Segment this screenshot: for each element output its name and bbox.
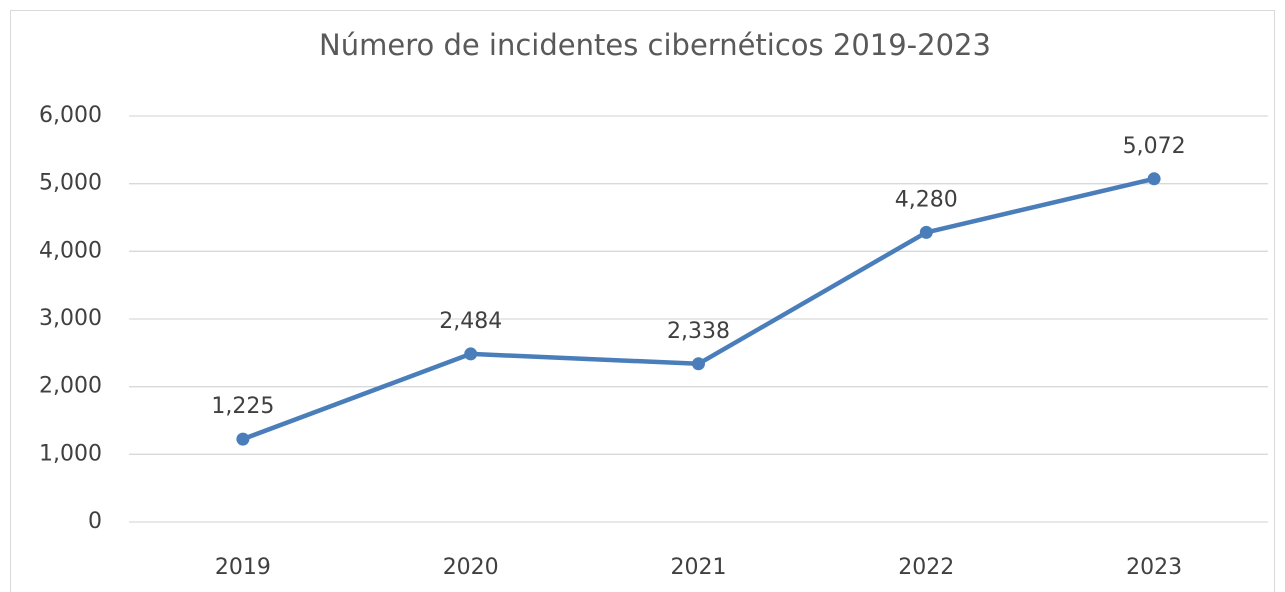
data-label: 5,072 (1123, 134, 1186, 159)
chart-title: Número de incidentes cibernéticos 2019-2… (319, 28, 991, 62)
y-tick-label: 2,000 (39, 374, 102, 399)
x-tick-label: 2022 (898, 555, 954, 580)
y-tick-label: 0 (88, 509, 102, 534)
x-tick-label: 2020 (443, 555, 499, 580)
point (464, 347, 478, 361)
y-tick-label: 4,000 (39, 238, 102, 263)
point (236, 432, 250, 446)
data-label: 4,280 (895, 187, 958, 212)
x-tick-label: 2021 (671, 555, 727, 580)
point (692, 357, 705, 371)
chart-border (10, 10, 1275, 592)
data-label: 1,225 (211, 394, 274, 419)
point (919, 225, 933, 239)
y-tick-label: 5,000 (39, 171, 102, 196)
x-tick-label: 2023 (1126, 555, 1182, 580)
y-tick-label: 1,000 (39, 441, 102, 466)
x-tick-label: 2019 (215, 555, 271, 580)
y-tick-label: 3,000 (39, 306, 102, 331)
data-label: 2,484 (439, 309, 502, 334)
y-tick-label: 6,000 (39, 103, 102, 128)
data-label: 2,338 (667, 319, 730, 344)
point (1147, 172, 1161, 186)
